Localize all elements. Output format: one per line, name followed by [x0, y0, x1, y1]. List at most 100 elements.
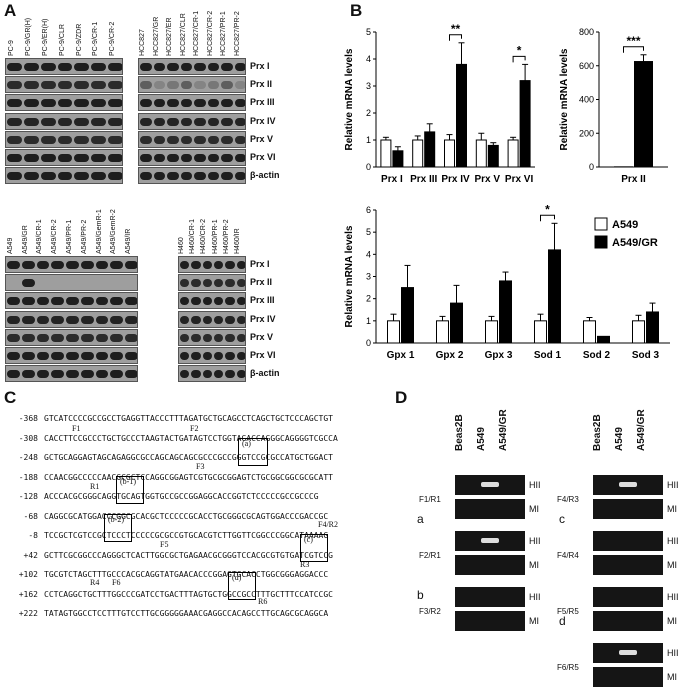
gel-row-label: HII: [667, 536, 679, 546]
lane-label: A549/GR: [22, 225, 29, 254]
blot-band: [51, 261, 64, 269]
blot-band: [154, 63, 166, 71]
blot-band: [81, 352, 94, 360]
blot-band: [125, 297, 138, 305]
blot-band: [125, 370, 138, 378]
blot-strip: [138, 94, 246, 111]
blot-row-label: Prx I: [250, 61, 270, 71]
lane-label: A549/CR-1: [36, 219, 43, 254]
lane-label: A549: [7, 238, 14, 254]
sequence-bases: TATAGTGGCCTCCTTTGTCCTTGCGGGGGAAACGAGGCCA…: [44, 609, 328, 618]
bar-a549gr: [488, 145, 498, 167]
blot-band: [225, 370, 234, 378]
blot-band: [58, 154, 73, 162]
blot-band: [208, 81, 220, 89]
blot-row-label: Prx V: [250, 332, 273, 342]
blot-band: [24, 118, 39, 126]
blot-band: [181, 154, 193, 162]
panel-letter-b: B: [350, 1, 362, 21]
blot-band: [203, 279, 212, 287]
y-tick-label: 800: [579, 27, 594, 37]
blot-strip: [138, 113, 246, 130]
blot-band: [140, 81, 152, 89]
sequence-bases: ACCCACGCGGGCAGGTGCAGTGGTGCCGCCGGAGGCACCG…: [44, 492, 319, 501]
blot-band: [237, 279, 246, 287]
blot-row-label: β-actin: [250, 368, 280, 378]
blot-band: [221, 63, 233, 71]
bar-a549: [633, 321, 645, 343]
blot-band: [108, 99, 123, 107]
blot-band: [235, 136, 247, 144]
bar-a549: [508, 140, 518, 167]
y-tick-label: 5: [366, 27, 371, 37]
gel-band: [619, 482, 637, 487]
gel-hii: [593, 587, 663, 607]
blot-band: [96, 316, 109, 324]
sequence-position: +222: [4, 609, 38, 618]
bar-a549: [535, 321, 547, 343]
y-tick-label: 6: [366, 205, 371, 215]
blot-band: [167, 99, 179, 107]
gel-hii: [593, 531, 663, 551]
bar-a549gr: [402, 288, 414, 343]
blot-band: [221, 154, 233, 162]
cpg-box-label: (d): [232, 573, 241, 582]
blot-band: [235, 81, 247, 89]
blot-band: [140, 99, 152, 107]
category-label: Prx I: [381, 174, 403, 185]
blot-band: [7, 99, 22, 107]
lane-label: A549/CR-2: [51, 219, 58, 254]
blot-band: [203, 261, 212, 269]
blot-band: [237, 370, 246, 378]
blot-band: [108, 118, 123, 126]
blot-row-label: β-actin: [250, 170, 280, 180]
primer-label: R4: [90, 578, 99, 587]
primer-pair-label: F4/R3: [557, 495, 579, 504]
gel-band: [481, 538, 499, 543]
blot-row-label: Prx II: [250, 79, 272, 89]
blot-band: [194, 99, 206, 107]
blot-band: [7, 297, 20, 305]
significance-star: ***: [626, 34, 640, 48]
sequence-bases: CCTCAGGCTGCTTTGGCCCGATCCTGACTTTAGTGCTGGC…: [44, 590, 333, 599]
blot-band: [221, 81, 233, 89]
sequence-position: +102: [4, 570, 38, 579]
blot-band: [203, 316, 212, 324]
primer-label: F5: [160, 540, 168, 549]
category-label: Prx III: [410, 174, 437, 185]
blot-band: [180, 352, 189, 360]
gel-hii: [593, 643, 663, 663]
primer-label: R6: [258, 597, 267, 606]
blot-band: [140, 172, 152, 180]
blot-band: [203, 334, 212, 342]
blot-band: [221, 172, 233, 180]
sequence-position: +42: [4, 551, 38, 560]
blot-band: [58, 63, 73, 71]
blot-band: [37, 316, 50, 324]
blot-band: [235, 63, 247, 71]
bar-a549gr: [598, 336, 610, 343]
blot-band: [214, 316, 223, 324]
lane-label: H460/CR-2: [200, 219, 207, 254]
primer-pair-label: F4/R4: [557, 551, 579, 560]
lane-label: PC-9/CR-1: [92, 22, 99, 56]
blot-band: [24, 63, 39, 71]
blot-band: [22, 334, 35, 342]
gel-row-label: MI: [529, 616, 539, 626]
blot-band: [180, 279, 189, 287]
bar-a549gr: [549, 250, 561, 343]
gel-row-label: MI: [667, 672, 677, 682]
y-axis-label: Relative mRNA levels: [559, 48, 570, 150]
blot-band: [66, 297, 79, 305]
gel-row-label: HII: [667, 592, 679, 602]
sequence-bases: TGCGTCTAGCTTTGCCCACGCAGGTATGAACACCCGGAGT…: [44, 570, 328, 579]
blot-band: [37, 370, 50, 378]
